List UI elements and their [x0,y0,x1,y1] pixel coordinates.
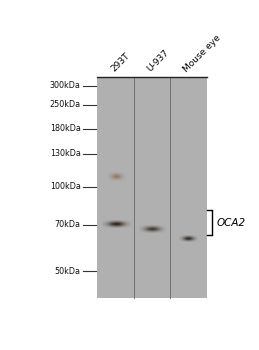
Text: Mouse eye: Mouse eye [182,33,222,74]
Text: 100kDa: 100kDa [50,182,81,191]
Text: 250kDa: 250kDa [49,100,81,109]
Text: 50kDa: 50kDa [55,267,81,275]
Bar [97,77,207,298]
Text: 130kDa: 130kDa [50,149,81,158]
Text: OCA2: OCA2 [217,218,246,228]
Text: 293T: 293T [109,51,132,74]
Text: 300kDa: 300kDa [50,81,81,90]
Text: U-937: U-937 [146,48,171,74]
Text: 70kDa: 70kDa [55,220,81,229]
Text: 180kDa: 180kDa [50,124,81,133]
